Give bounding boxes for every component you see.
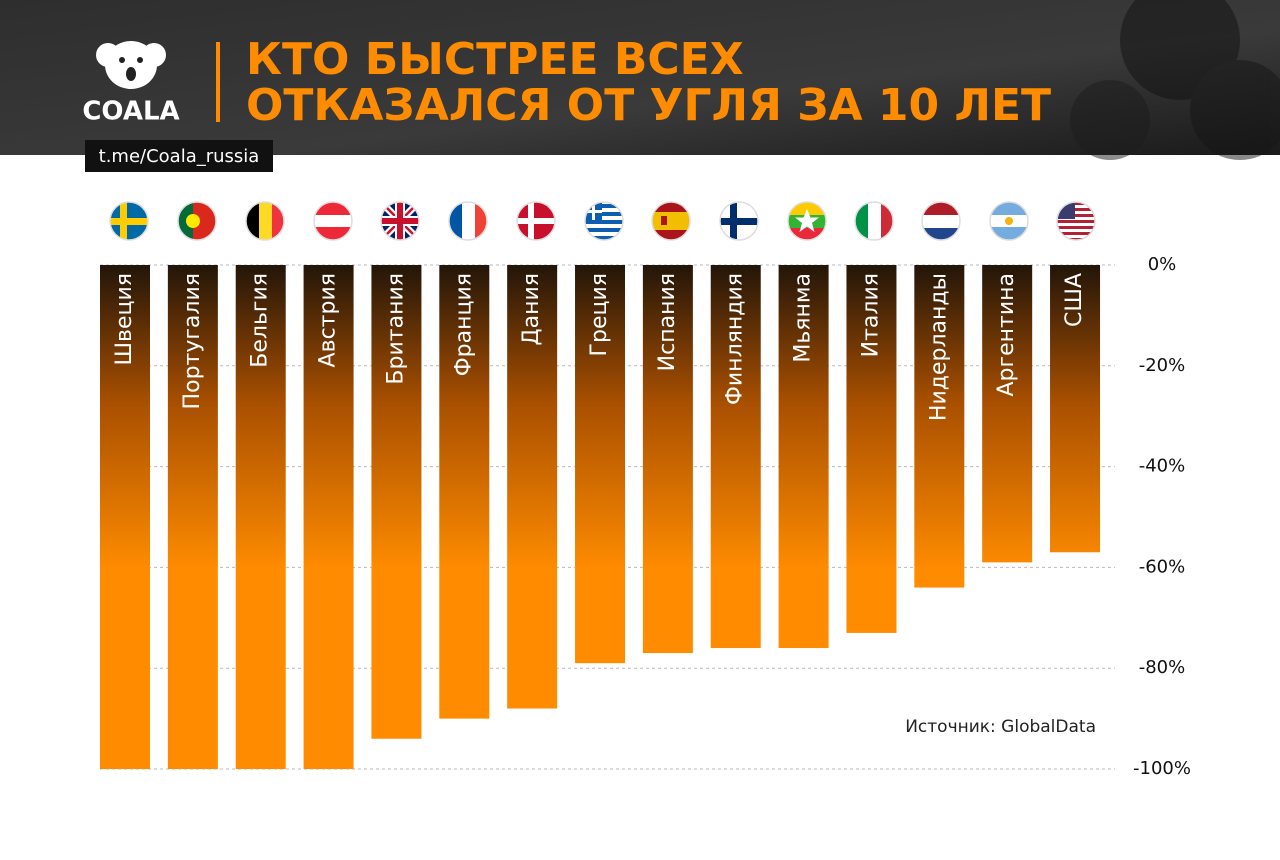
bar [982,265,1033,563]
header-bg [0,0,1280,155]
category-label: Франция [451,273,476,376]
bar [439,265,490,719]
y-tick-label: -100% [1133,758,1191,779]
bar [507,265,558,709]
category-label: Бельгия [248,273,273,368]
bar [914,265,965,588]
bar [100,265,150,769]
coal-decoration [1070,0,1280,160]
category-label: Португалия [180,273,205,409]
y-tick-label: -20% [1139,355,1186,376]
y-tick-label: -80% [1139,657,1186,678]
logo-text: COALA [82,97,179,127]
flags [109,201,1096,241]
category-label: Швеция [112,273,137,366]
y-tick-label: -60% [1139,556,1186,577]
bar [642,265,693,654]
category-label: Испания [655,273,680,371]
category-label: Греция [587,273,612,356]
y-tick-label: 0% [1148,254,1177,275]
bar [303,265,354,769]
category-label: Дания [519,273,544,346]
category-label: Австрия [316,273,341,367]
category-label: Финляндия [723,273,748,405]
source: Источник: GlobalData [905,717,1096,737]
chart-title: ОТКАЗАЛСЯ ОТ УГЛЯ ЗА 10 ЛЕТ [246,80,1051,131]
channel-bg [85,140,273,172]
bar [575,265,626,664]
y-tick-label: -40% [1139,456,1186,477]
category-label: Нидерланды [926,273,951,421]
bar [846,265,897,633]
separator [216,42,220,122]
bar [1050,265,1101,553]
bar [371,265,422,739]
category-label: Италия [858,273,883,357]
bar [710,265,761,649]
category-label: США [1062,273,1087,327]
channel: t.me/Coala_russia [99,146,260,167]
category-label: Британия [383,273,408,385]
bar [778,265,829,649]
category-label: Мьянма [791,273,816,363]
bar [167,265,218,769]
logo-icon [96,41,166,89]
bar [235,265,286,769]
category-label: Аргентина [994,273,1019,396]
chart-title: КТО БЫСТРЕЕ ВСЕХ [246,34,744,85]
